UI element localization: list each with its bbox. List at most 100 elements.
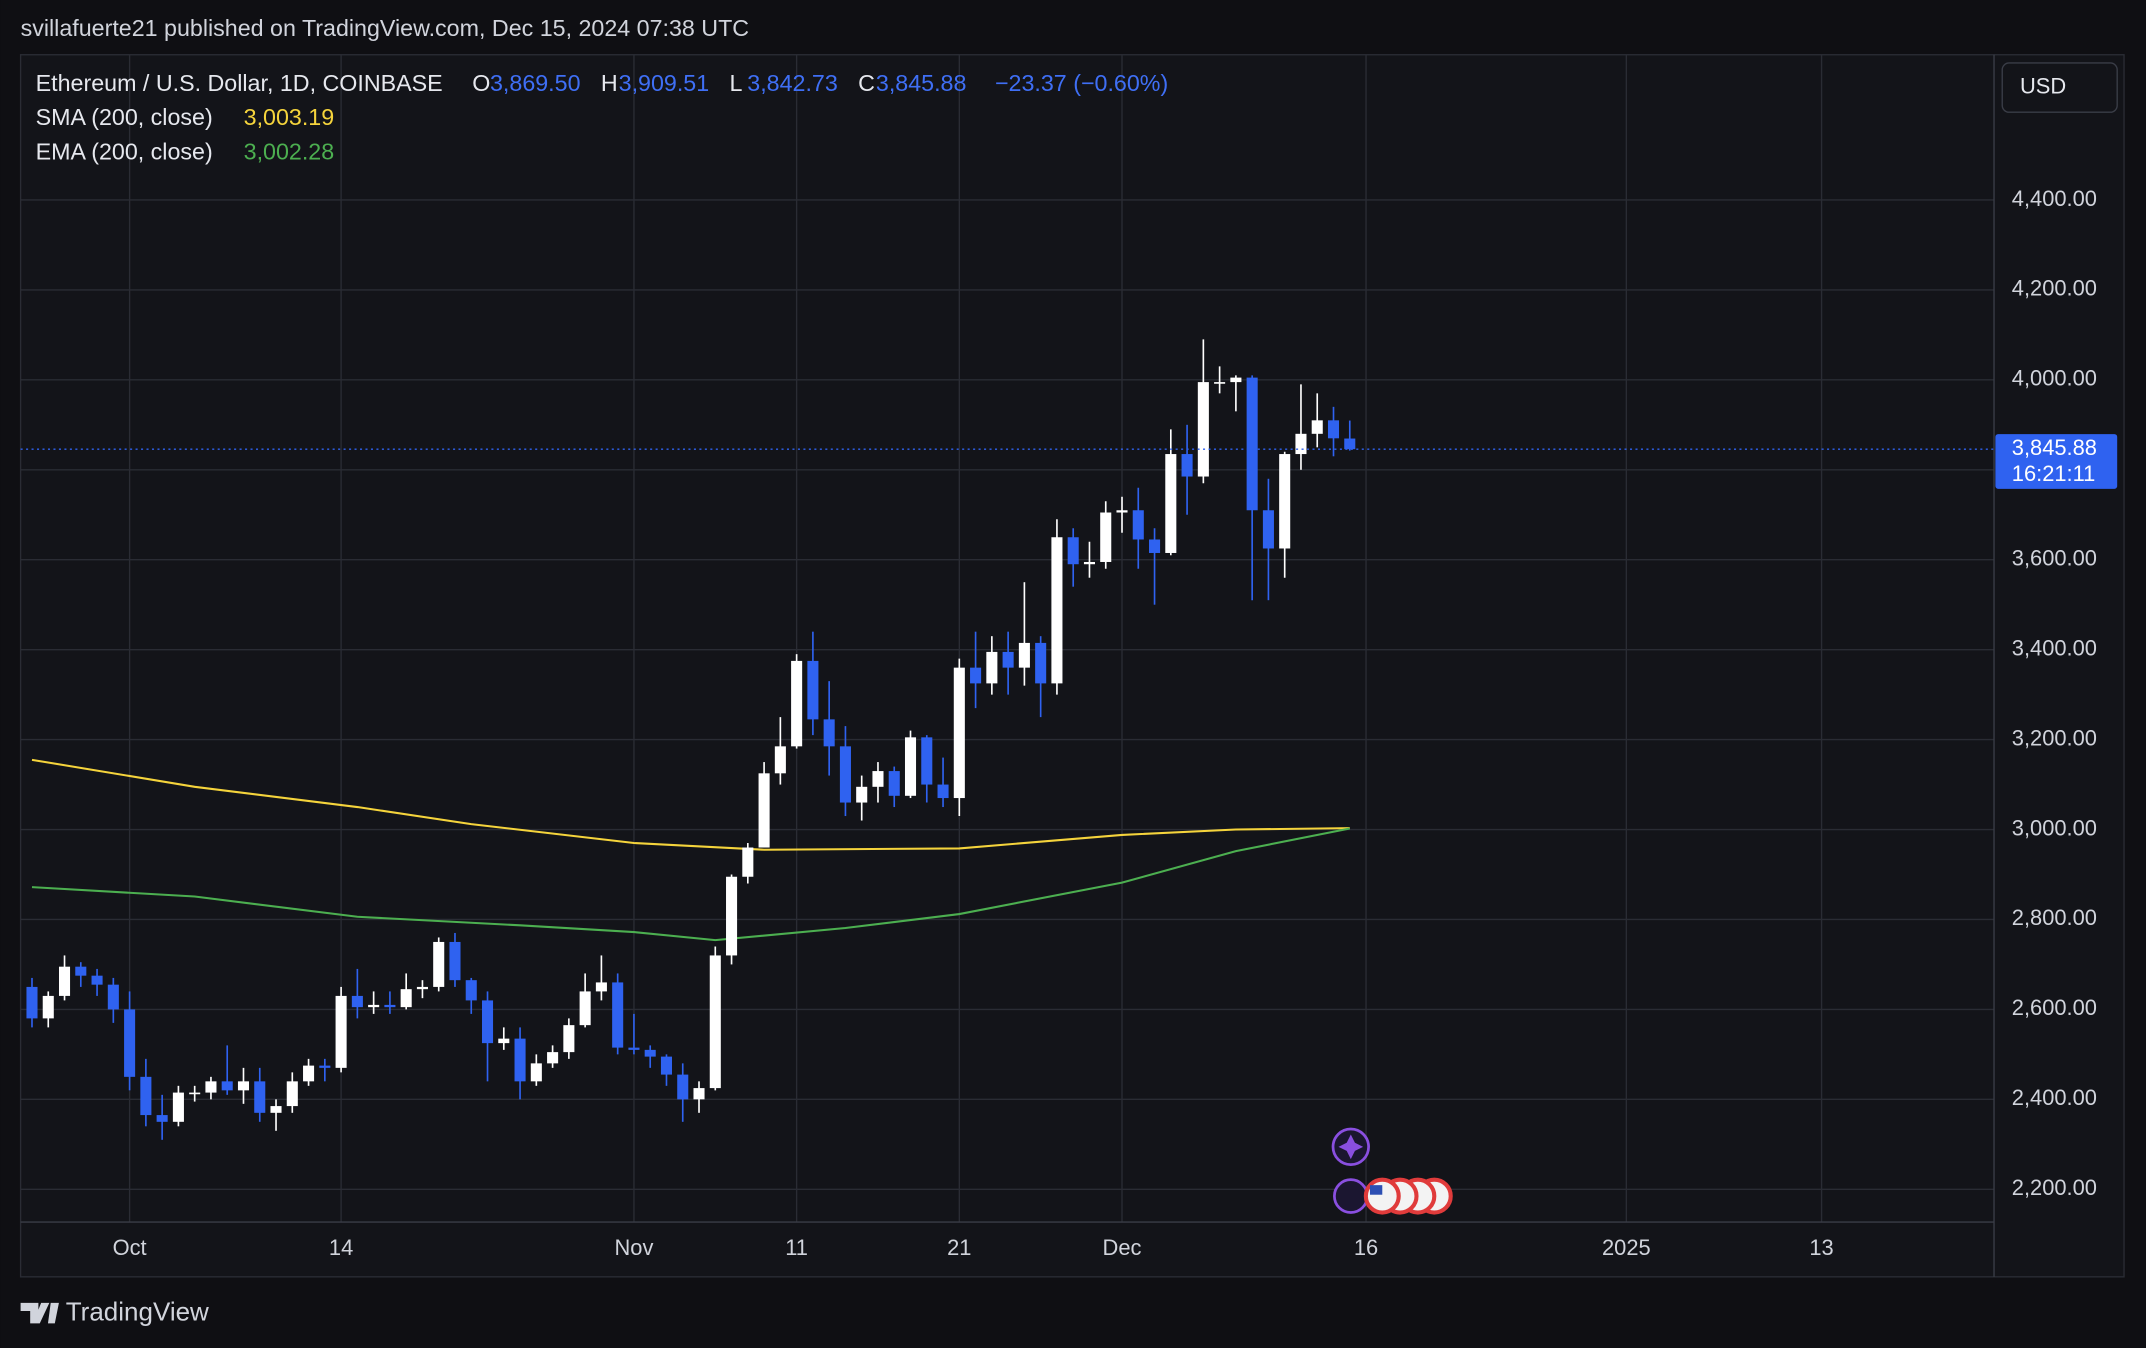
candle-body [1230,377,1242,383]
candle-body [237,1081,250,1091]
x-tick-label: Dec [1103,1235,1142,1260]
ohlc-key: H [601,70,618,96]
event-icon[interactable] [1333,1178,1369,1214]
candle-body [75,966,87,976]
candle-body [433,941,445,987]
candle-body [254,1081,266,1113]
event-icons [1331,1127,1453,1215]
symbol-title: Ethereum / U.S. Dollar, 1D, COINBASE [36,70,443,96]
candle-body [140,1076,152,1116]
candle-body [823,719,835,747]
candle-body [449,941,461,981]
y-tick-label: 4,400.00 [2012,186,2097,211]
candle-body [319,1065,331,1068]
candle-body [839,746,851,803]
candle-body [563,1025,575,1053]
y-tick-label: 3,200.00 [2012,725,2097,750]
flag-canton [1369,1185,1383,1195]
candle-body [530,1063,542,1082]
candle-body [1067,537,1079,565]
y-tick-label: 2,600.00 [2012,995,2097,1020]
ohlc-key: C [858,70,875,96]
logo [20,1302,59,1324]
candle-body [498,1038,510,1044]
candle-body [628,1047,640,1050]
ohlc-value: 3,842.73 [747,70,838,96]
currency[interactable]: USD [2020,73,2066,98]
candle-body [26,986,38,1019]
candle-body [514,1038,526,1082]
indicator-name: SMA (200, close) [36,104,213,130]
candle-body [547,1052,559,1064]
candle-body [1051,537,1063,684]
candle-body [872,771,884,787]
candle-body [1083,561,1095,565]
candle-body [612,982,624,1048]
last-price-label: 3,845.88 [2012,435,2097,460]
y-tick-label: 2,200.00 [2012,1175,2097,1200]
candle-body [595,982,607,992]
ohlc-key: O [472,70,490,96]
y-tick-label: 4,000.00 [2012,366,2097,391]
candle-body [481,1000,494,1044]
x-tick-label: 21 [947,1235,971,1260]
candle-body [124,1009,136,1077]
x-tick-label: 11 [785,1235,808,1260]
candle-body [1311,420,1323,434]
candle-body [953,667,965,799]
indicator-name: EMA (200, close) [36,138,213,164]
candle-body [400,989,412,1008]
candle-body [335,995,347,1068]
publisher: svillafuerte21 published on TradingView.… [21,15,750,41]
ohlc-value: 3,845.88 [876,70,967,96]
candle-body [644,1049,656,1057]
candle-body [986,651,998,684]
candle-body [1100,512,1112,562]
candle-body [1279,454,1291,549]
indicator-value: 3,003.19 [244,104,335,130]
ohlc-value: 3,869.50 [490,70,581,96]
y-tick-label: 2,400.00 [2012,1085,2097,1110]
y-tick-label: 3,400.00 [2012,635,2097,660]
candle-body [709,955,721,1089]
candle-body [351,995,363,1008]
ohlc-key: L [729,70,742,96]
indicator-value: 3,002.28 [244,138,335,164]
candle-body [205,1081,217,1093]
candle-body [807,660,819,720]
candle-body [416,986,428,990]
candle-body [791,660,803,747]
candle-body [286,1081,298,1107]
candle-body [91,975,103,985]
candle-body [1246,377,1258,511]
candle-body [856,786,868,803]
x-tick-label: 16 [1354,1235,1378,1260]
candle-body [42,995,54,1019]
event-icon[interactable] [1363,1177,1401,1215]
logo-mark [20,1302,59,1324]
candle-body [1035,642,1047,684]
currency-button[interactable] [2001,62,2118,113]
candle-body [1344,438,1356,450]
plot-area [20,339,1995,1140]
candle-body [1262,510,1274,549]
y-tick-label: 3,600.00 [2012,546,2097,571]
countdown: 16:21:11 [2012,461,2096,486]
chart-panel [19,54,2125,1278]
change-label: −23.37 (−0.60%) [995,70,1168,96]
candle-body [1149,539,1161,553]
last-price-box [1995,434,2118,489]
candle-body [1295,433,1307,455]
candle-body [465,980,477,1001]
candle-body [270,1106,282,1113]
candle-body [1165,454,1177,553]
candle-body [904,737,917,796]
candle-body [156,1115,168,1122]
candle-body [1214,382,1226,384]
candle-body [58,966,71,996]
indicator-line [31,758,1350,851]
candle-body [189,1092,201,1095]
candle-body [1327,420,1340,439]
candle-body [970,667,982,684]
